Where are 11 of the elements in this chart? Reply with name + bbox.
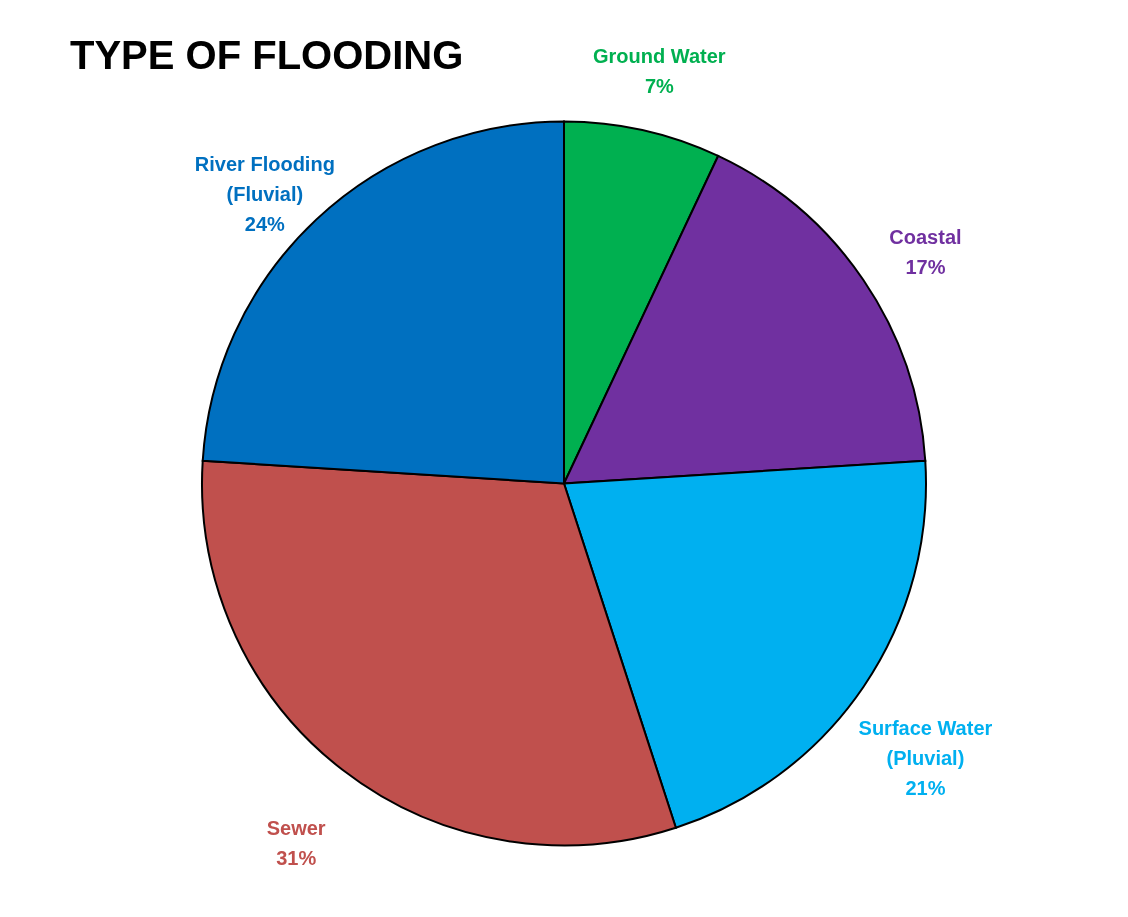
data-label: 7% xyxy=(644,75,674,98)
chart-title: TYPE OF FLOODING xyxy=(70,33,464,78)
data-label: 21% xyxy=(905,777,946,800)
slice-label: River Flooding (Fluvial) xyxy=(194,152,335,205)
data-label: 31% xyxy=(276,846,317,869)
data-label: 24% xyxy=(244,212,286,235)
slice-label: Surface Water (Pluvial) xyxy=(858,717,993,770)
slice-label: Sewer xyxy=(266,816,326,839)
slice-label: Coastal xyxy=(889,225,962,248)
data-label: 17% xyxy=(905,255,946,278)
slice-label: Ground Water xyxy=(593,45,726,68)
